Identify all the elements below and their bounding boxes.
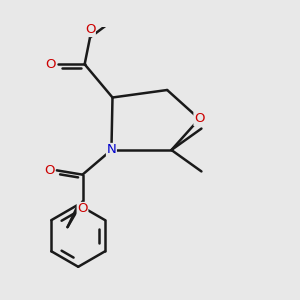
Text: O: O [45,58,56,71]
Text: N: N [106,143,116,157]
Text: O: O [77,202,88,215]
Text: O: O [44,164,55,177]
Text: O: O [85,23,95,36]
Text: O: O [194,112,205,125]
